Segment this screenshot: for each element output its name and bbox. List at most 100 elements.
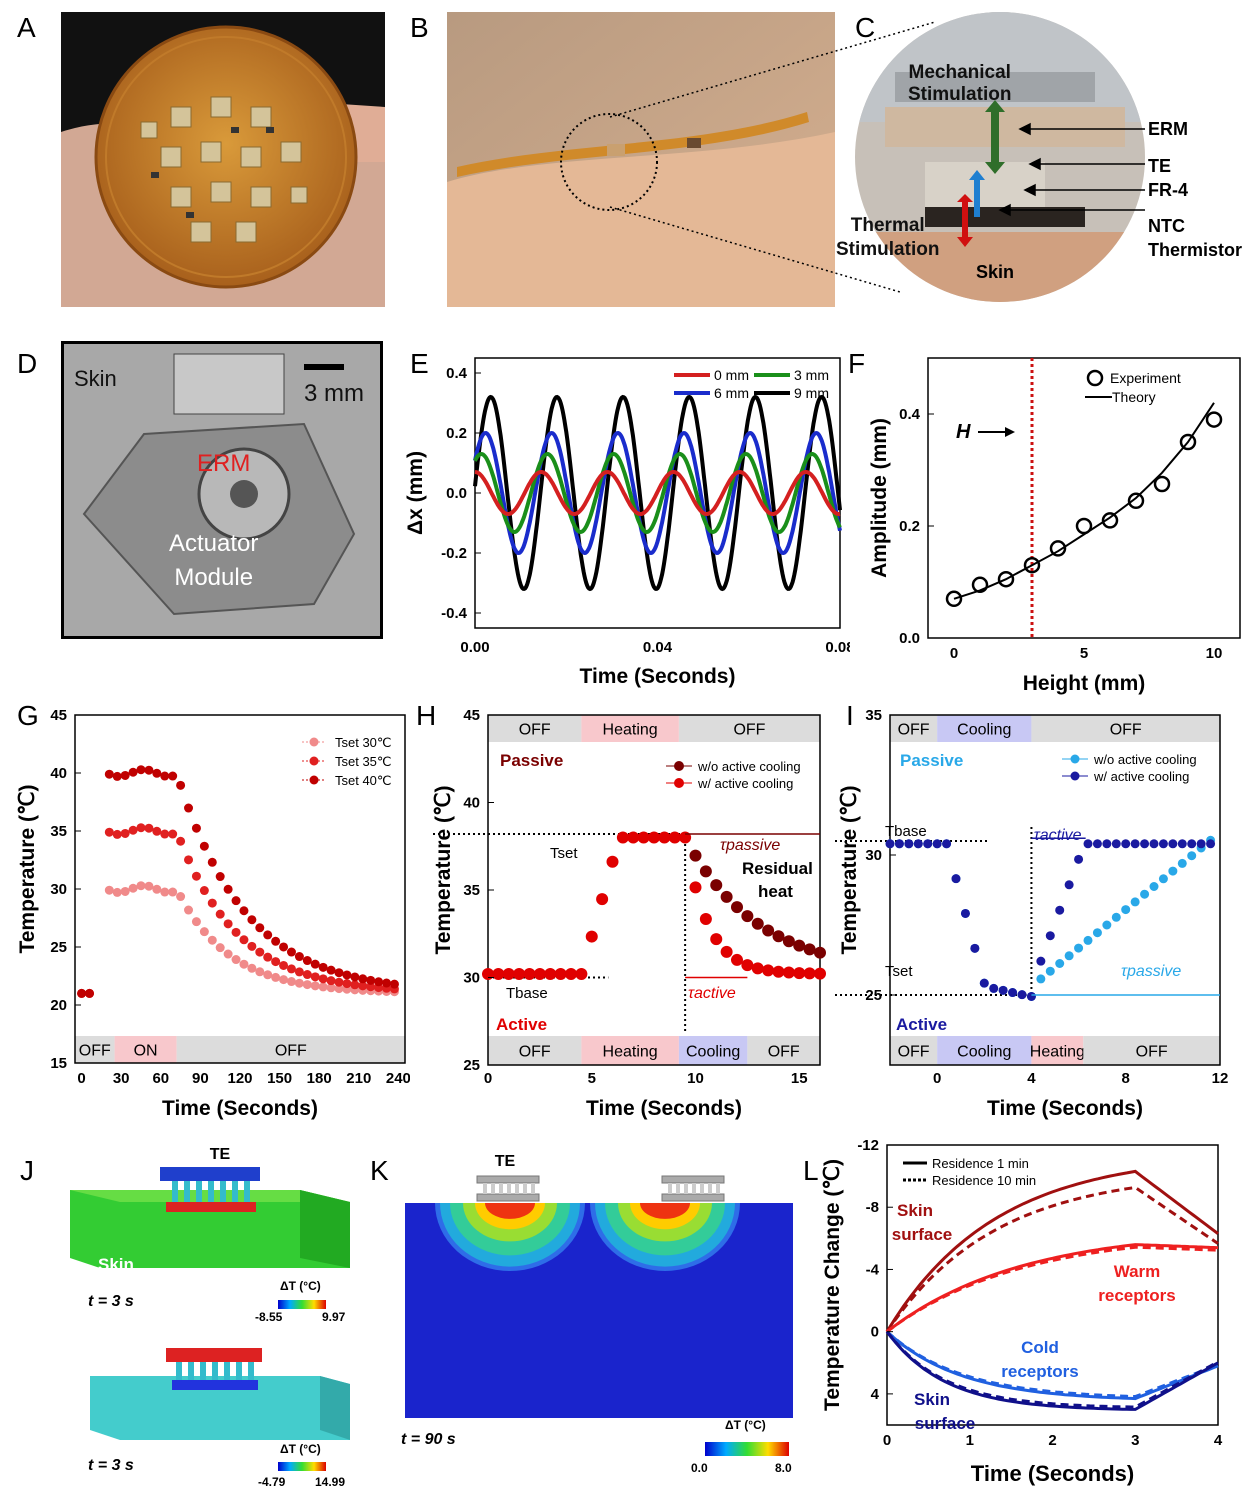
data-point — [104, 769, 114, 779]
data-point-active — [762, 964, 775, 977]
data-point — [513, 968, 526, 980]
data-point — [184, 855, 194, 865]
time-label-j2: t = 3 s — [88, 1457, 134, 1474]
state-bar-segment — [114, 1036, 177, 1063]
bottom-bar-segment — [1031, 1036, 1084, 1065]
data-point-passive — [782, 935, 795, 948]
panel-label-b: B — [410, 12, 429, 43]
legend-label: 9 mm — [794, 385, 829, 401]
data-point-passive — [1083, 935, 1093, 945]
legend-label: Tset 30℃ — [335, 735, 392, 750]
tau-active-label: τactive — [688, 985, 736, 1002]
tau-active-label: τactive — [1034, 827, 1082, 844]
dt-label-k: ΔT (°C) — [725, 1418, 766, 1432]
warm-receptors-label-2: receptors — [1098, 1286, 1175, 1305]
y-tick-label: -0.4 — [441, 605, 468, 622]
passive-label: Passive — [900, 751, 963, 770]
data-point-passive — [699, 865, 712, 878]
x-tick-label: 15 — [791, 1070, 808, 1087]
bottom-bar-segment — [678, 1036, 748, 1065]
data-point — [120, 770, 130, 780]
data-point-active — [970, 943, 980, 953]
data-point — [223, 949, 233, 959]
data-point-active — [960, 908, 970, 918]
y-tick-label: 0.0 — [446, 485, 467, 502]
skin-mounted-device-illustration — [447, 12, 835, 307]
data-point — [104, 827, 114, 837]
data-point — [279, 960, 289, 970]
chart-e: -0.4 -0.2 0.0 0.2 0.4 0.00 0.04 0.08 Time (Secon… — [404, 357, 850, 688]
data-point-active — [932, 839, 942, 849]
plot-frame — [886, 1144, 1219, 1426]
x-tick-label: 1 — [966, 1432, 974, 1449]
x-tick-label: 2 — [1048, 1432, 1056, 1449]
y-tick-label: 20 — [50, 997, 67, 1014]
data-point-passive — [1130, 897, 1140, 907]
data-point — [294, 952, 304, 962]
skin-label-j: Skin — [98, 1255, 134, 1274]
x-tick-label: 4 — [1214, 1432, 1223, 1449]
data-point — [128, 767, 138, 777]
data-point — [668, 831, 681, 844]
series-line-6-mm — [473, 430, 842, 556]
legend-label: Experiment — [1110, 370, 1181, 386]
data-point-active — [1206, 839, 1216, 849]
data-point — [637, 831, 650, 844]
data-point-passive — [793, 939, 806, 952]
bottom-bar-label: OFF — [519, 1044, 551, 1061]
legend-marker — [309, 756, 319, 766]
data-point-passive — [751, 917, 764, 930]
y-tick-label: 0.2 — [446, 425, 467, 442]
skin-label-c: Skin — [976, 262, 1015, 282]
skin-surface-label-top-2: surface — [892, 1225, 952, 1244]
data-point — [168, 887, 178, 897]
data-point — [85, 988, 95, 998]
data-point — [199, 841, 209, 851]
experiment-point — [1205, 411, 1223, 428]
legend-label: w/ active cooling — [697, 776, 793, 791]
data-point-active — [1055, 905, 1065, 915]
data-point — [342, 979, 352, 989]
bottom-bar-segment — [937, 1036, 1032, 1065]
data-point — [334, 984, 344, 994]
data-point — [247, 941, 257, 951]
te-label-j: TE — [210, 1146, 231, 1163]
data-point-passive — [1149, 882, 1159, 891]
tset-label: Tset — [885, 963, 913, 980]
data-point — [247, 963, 257, 973]
data-point — [585, 930, 598, 943]
x-tick-label: 0 — [883, 1432, 891, 1449]
data-point — [326, 976, 336, 986]
data-point — [207, 935, 217, 945]
data-point-passive — [1168, 866, 1178, 876]
data-point-active — [979, 978, 989, 988]
data-point — [215, 872, 225, 882]
cold-receptors-label-2: receptors — [1001, 1362, 1078, 1381]
data-point — [120, 886, 130, 896]
bottom-bar-segment — [890, 1036, 938, 1065]
panel-label-a: A — [17, 12, 36, 43]
chart-h: OFF Heating OFF OFF Heating Cooling OFF 25 30 35 4… — [430, 707, 826, 1120]
bottom-bar-segment — [747, 1036, 820, 1065]
legend-label: w/o active cooling — [697, 759, 801, 774]
chart-i: OFF Cooling OFF OFF Cooling Heating OFF 25 30 35 0… — [835, 707, 1228, 1120]
data-point-active — [942, 839, 952, 849]
wearable-device-illustration — [61, 25, 385, 307]
panel-label-k: K — [370, 1155, 389, 1186]
data-point-active — [814, 967, 826, 980]
data-point — [294, 967, 304, 977]
mechanical-arrow — [985, 100, 1005, 174]
data-point — [326, 983, 336, 993]
y-axis-label: Δx (mm) — [404, 451, 427, 535]
top-bar-label: OFF — [519, 722, 551, 739]
data-point-active — [793, 967, 806, 980]
data-point — [263, 930, 273, 940]
x-tick-label: 4 — [1027, 1070, 1036, 1087]
y-axis-label: Temperature Change (℃) — [821, 1159, 844, 1411]
legend-marker — [1070, 771, 1080, 781]
bottom-bar-label: Cooling — [686, 1044, 740, 1061]
data-point — [565, 968, 577, 980]
state-bar-label: ON — [134, 1043, 158, 1060]
experiment-point — [1023, 556, 1041, 574]
dt-label-j2: ΔT (°C) — [280, 1442, 321, 1456]
